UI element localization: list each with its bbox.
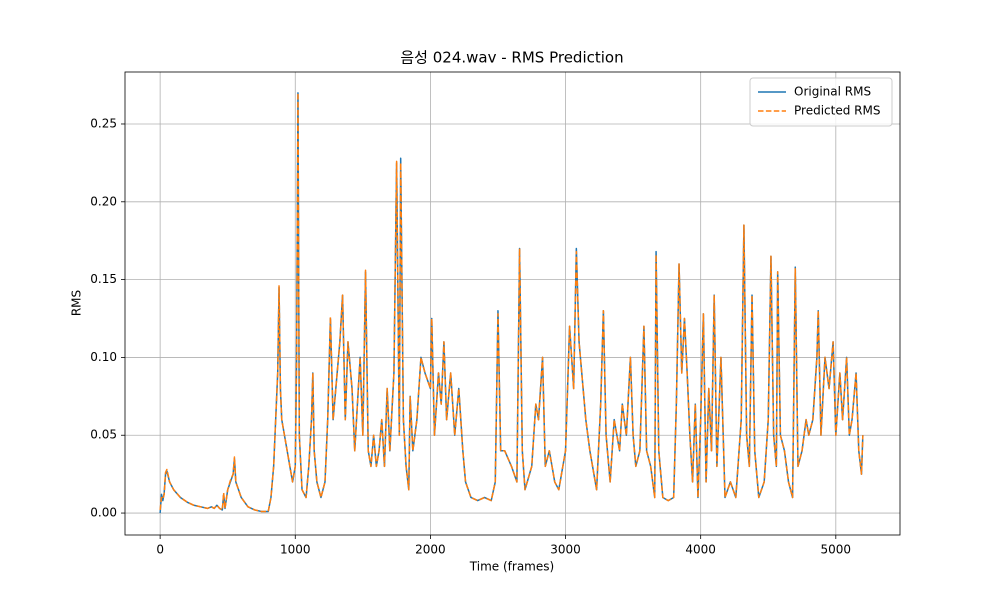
x-tick-label: 1000 (280, 543, 311, 557)
x-tick-label: 3000 (550, 543, 581, 557)
chart-title: 음성 024.wav - RMS Prediction (400, 49, 623, 67)
y-tick-label: 0.10 (90, 350, 117, 364)
y-tick-label: 0.00 (90, 506, 117, 520)
x-axis-label: Time (frames) (469, 560, 554, 574)
legend-box (749, 77, 893, 127)
y-tick-label: 0.15 (90, 272, 117, 286)
legend-label: Predicted RMS (794, 104, 880, 118)
x-tick-label: 5000 (821, 543, 852, 557)
y-axis-label: RMS (70, 290, 84, 316)
y-tick-label: 0.20 (90, 194, 117, 208)
y-tick-label: 0.25 (90, 116, 117, 130)
plot-frame (124, 71, 901, 536)
x-tick-label: 2000 (415, 543, 446, 557)
series-line (159, 92, 864, 513)
x-tick-label: 0 (156, 543, 164, 557)
legend-label: Original RMS (794, 85, 871, 99)
x-tick-label: 4000 (685, 543, 716, 557)
y-tick-label: 0.05 (90, 428, 117, 442)
